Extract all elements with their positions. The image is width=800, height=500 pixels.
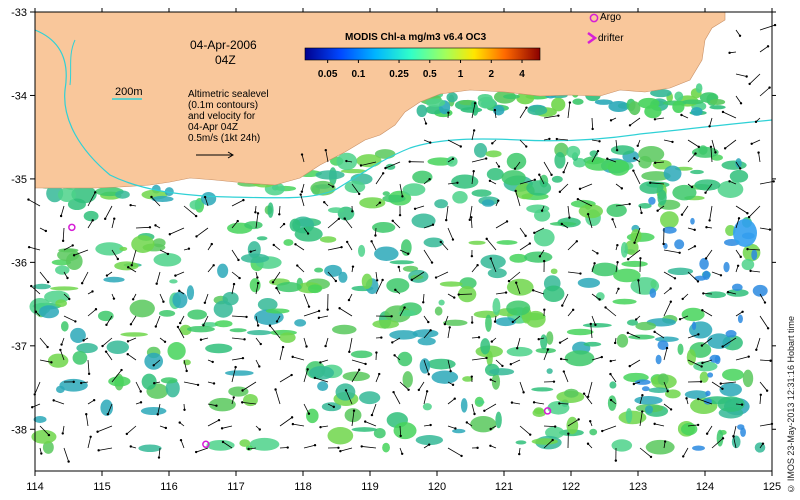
x-tick-label: 119 [361, 481, 379, 493]
note-line: and velocity for [188, 111, 256, 122]
note-line: 0.5m/s (1kt 24h) [188, 133, 261, 144]
colorbar-tick-label: 0.05 [318, 69, 338, 80]
y-tick-label: -37 [11, 341, 27, 353]
isobath-200m-line [34, 29, 773, 199]
x-tick-label: 117 [227, 481, 245, 493]
x-tick-label: 125 [763, 481, 781, 493]
colorbar-tick-label: 4 [519, 69, 525, 80]
colorbar-tick-label: 0.1 [351, 69, 365, 80]
y-tick-label: -33 [11, 7, 27, 19]
drifter-legend-label: drifter [598, 33, 624, 44]
y-tick-label: -34 [11, 90, 27, 102]
colorbar [304, 47, 541, 61]
x-tick-label: 114 [26, 481, 44, 493]
colorbar-tick-label: 0.25 [389, 69, 409, 80]
colorbar-tick-label: 2 [488, 69, 494, 80]
land-mass [34, 11, 726, 189]
drifter-legend-icon [587, 31, 598, 45]
map-frame [34, 11, 773, 472]
argo-floats [68, 223, 552, 449]
x-tick-label: 124 [696, 481, 714, 493]
x-tick-label: 123 [629, 481, 647, 493]
velocity-scale-arrowhead [227, 151, 234, 159]
argo-legend-label: Argo [600, 12, 622, 23]
argo-float-marker [68, 223, 76, 232]
note-line: 04-Apr 04Z [188, 122, 239, 133]
argo-legend-icon [589, 13, 599, 23]
note-line: (0.1m contours) [188, 100, 259, 111]
colorbar-tick-label: 0.5 [423, 69, 437, 80]
velocity-arrows [27, 23, 777, 463]
argo-float-marker [202, 440, 210, 449]
colorbar-tick-label: 1 [458, 69, 464, 80]
y-tick-label: -36 [11, 257, 27, 269]
argo-float-marker [543, 407, 552, 415]
y-tick-label: -38 [11, 424, 27, 436]
date-label: 04-Apr-2006 [190, 38, 257, 52]
x-tick-label: 116 [160, 481, 178, 493]
y-tick-label: -35 [11, 174, 27, 186]
x-tick-label: 122 [562, 481, 580, 493]
colorbar-title: MODIS Chl-a mg/m3 v6.4 OC3 [345, 32, 487, 43]
colorbar-ticks: 0.05 0.1 0.25 0.5 1 2 4 [318, 60, 525, 80]
axes: 114 115 116 117 118 119 120 121 122 123 124 125-33-… [11, 7, 781, 493]
isobath-label: 200m [115, 86, 143, 98]
credit-text: © IMOS 23-May-2013 12:31:16 Hobart time [786, 316, 796, 494]
isobath-west-line [69, 39, 76, 86]
x-tick-label: 121 [495, 481, 513, 493]
x-tick-label: 118 [294, 481, 312, 493]
x-tick-label: 115 [93, 481, 111, 493]
x-tick-label: 120 [428, 481, 446, 493]
note-line: Altimetric sealevel [188, 89, 269, 100]
time-label: 04Z [215, 53, 236, 67]
altimetry-notes: Altimetric sealevel (0.1m contours) and … [188, 89, 269, 144]
